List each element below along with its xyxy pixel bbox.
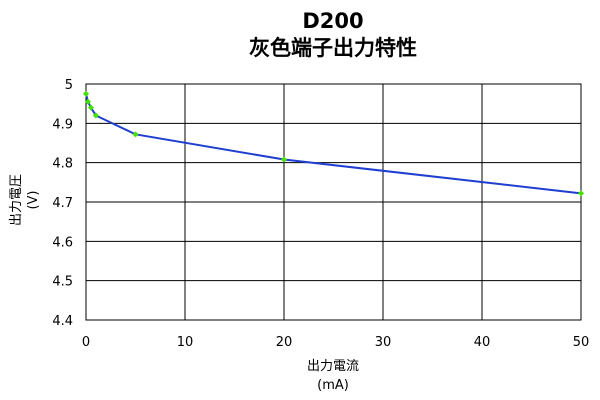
x-tick-label: 10 <box>177 335 194 350</box>
y-tick-label: 4.4 <box>52 314 73 329</box>
x-axis-label: 出力電流 <box>307 359 359 374</box>
y-tick-label: 4.9 <box>52 117 73 132</box>
data-point <box>280 156 288 163</box>
grid <box>85 83 582 321</box>
y-tick-label: 4.7 <box>52 196 73 211</box>
data-point <box>82 90 90 97</box>
x-tick-label: 20 <box>276 335 293 350</box>
data-point <box>87 104 95 111</box>
y-tick-label: 4.8 <box>52 157 73 172</box>
x-axis-ticks: 0 10 20 30 40 50 <box>82 335 589 350</box>
series-line <box>85 93 582 195</box>
y-axis-label: 出力電圧 <box>9 174 24 226</box>
x-tick-label: 50 <box>573 335 590 350</box>
plot-frame <box>85 83 582 321</box>
x-tick-label: 30 <box>375 335 392 350</box>
data-point <box>92 112 100 119</box>
chart-subtitle: 灰色端子出力特性 <box>249 36 417 60</box>
data-point <box>84 98 92 105</box>
x-tick-label: 40 <box>474 335 491 350</box>
y-tick-label: 4.5 <box>52 275 73 290</box>
y-tick-label: 4.6 <box>52 235 73 250</box>
y-axis-ticks: 4.4 4.5 4.6 4.7 4.8 4.9 5 <box>52 78 73 329</box>
chart-title: D200 <box>302 9 363 33</box>
y-axis-unit: (V) <box>26 190 41 209</box>
series-group <box>82 90 585 197</box>
y-tick-label: 5 <box>65 78 73 93</box>
data-point <box>577 190 585 197</box>
x-axis-unit: (mA) <box>317 378 349 393</box>
x-tick-label: 0 <box>82 335 90 350</box>
data-point <box>132 131 139 138</box>
